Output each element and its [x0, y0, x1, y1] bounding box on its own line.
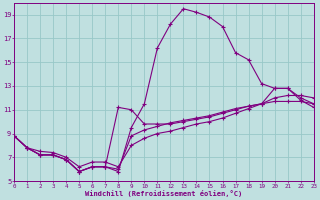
X-axis label: Windchill (Refroidissement éolien,°C): Windchill (Refroidissement éolien,°C)	[85, 190, 243, 197]
